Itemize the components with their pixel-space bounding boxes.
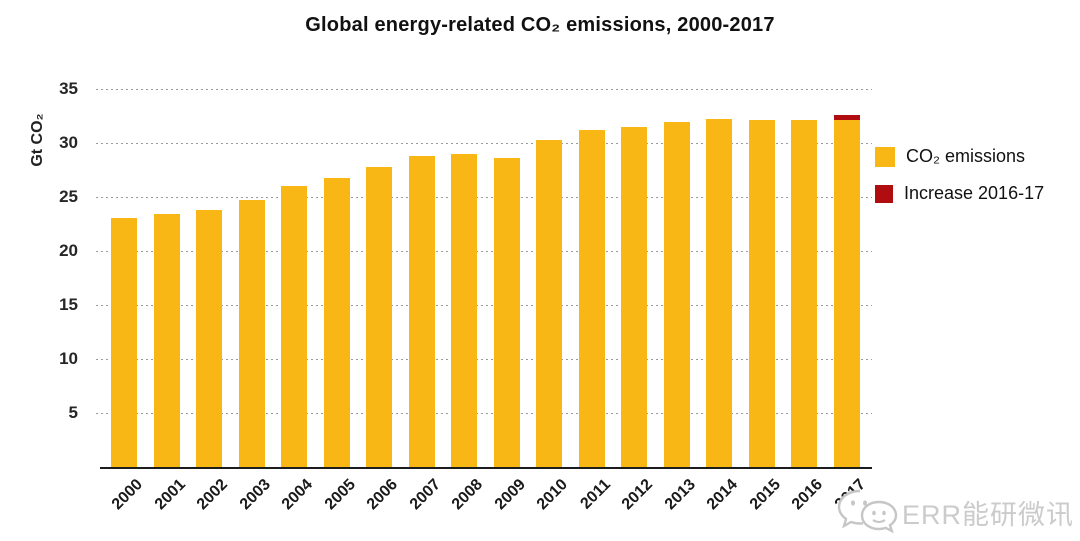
x-tick-label-2002: 2002 xyxy=(193,476,232,514)
y-tick-label-5: 5 xyxy=(68,403,78,422)
bar-increase-segment-2017 xyxy=(833,114,860,121)
x-tick-label-2013: 2013 xyxy=(661,476,699,514)
x-axis-line xyxy=(100,467,872,469)
chart-title: Global energy-related CO₂ emissions, 200… xyxy=(305,14,775,36)
legend: CO₂ emissions Increase 2016-17 xyxy=(875,146,1044,204)
bar-2015 xyxy=(748,120,775,467)
plot-area: 2000 2001 2002 2003 2004 2005 2006 2007 2008 2009… xyxy=(96,89,872,513)
wechat-bubbles-icon xyxy=(837,489,898,534)
gridline-30 xyxy=(96,143,872,144)
gridline-5 xyxy=(96,413,872,414)
bar-2011 xyxy=(578,130,605,467)
x-tick-label-2012: 2012 xyxy=(618,476,657,514)
bar-2003 xyxy=(238,200,265,467)
bar-2002 xyxy=(196,209,222,467)
bar-2005 xyxy=(323,177,350,467)
y-tick-label-30: 30 xyxy=(59,133,78,152)
x-tick-label-2007: 2007 xyxy=(406,476,444,514)
gridline-15 xyxy=(96,305,872,306)
legend-swatch-red-icon xyxy=(875,184,893,203)
legend-swatch-yellow-icon xyxy=(875,146,895,167)
x-tick-label-2000: 2000 xyxy=(108,476,147,514)
x-tick-label-2001: 2001 xyxy=(151,476,189,514)
y-tick-label-15: 15 xyxy=(59,295,78,314)
x-tick-label-2005: 2005 xyxy=(321,476,359,514)
x-tick-label-2014: 2014 xyxy=(703,476,742,514)
gridline-10 xyxy=(96,359,872,360)
x-tick-label-2011: 2011 xyxy=(576,476,614,513)
x-tick-label-2016: 2016 xyxy=(788,476,827,514)
bar-2004 xyxy=(281,186,307,467)
bar-2013 xyxy=(663,122,690,467)
bar-2001 xyxy=(153,214,180,467)
bar-2009 xyxy=(493,158,520,467)
x-tick-label-2010: 2010 xyxy=(533,476,572,514)
legend-label: CO₂ emissions xyxy=(906,146,1026,166)
bar-2007 xyxy=(408,155,435,467)
x-tick-label-2006: 2006 xyxy=(363,476,402,514)
bar-2010 xyxy=(536,139,562,467)
y-tick-label-35: 35 xyxy=(59,79,78,98)
watermark: ERR能研微讯 xyxy=(836,487,1074,537)
watermark-text: ERR能研微讯 xyxy=(901,499,1074,530)
y-tick-label-10: 10 xyxy=(59,349,78,368)
legend-item-increase: Increase 2016-17 xyxy=(875,183,1044,204)
bar-2006 xyxy=(366,166,392,467)
y-tick-label-25: 25 xyxy=(59,187,78,206)
bar-2008 xyxy=(451,153,477,467)
y-tick-label-20: 20 xyxy=(59,241,78,260)
legend-label: Increase 2016-17 xyxy=(904,183,1045,203)
gridline-20 xyxy=(96,251,872,252)
bar-2016 xyxy=(791,120,817,467)
legend-item-co2-emissions: CO₂ emissions xyxy=(875,146,1044,167)
bar-2014 xyxy=(706,119,732,467)
bar-2017 xyxy=(833,114,860,467)
bar-2000 xyxy=(111,217,137,467)
gridline-25 xyxy=(96,197,872,198)
x-tick-label-2015: 2015 xyxy=(746,476,784,514)
gridline-35 xyxy=(96,89,872,90)
bar-2012 xyxy=(621,126,647,467)
x-tick-label-2008: 2008 xyxy=(448,476,487,514)
x-tick-label-2004: 2004 xyxy=(278,476,317,514)
x-tick-label-2009: 2009 xyxy=(491,476,529,514)
x-tick-label-2003: 2003 xyxy=(236,476,274,514)
